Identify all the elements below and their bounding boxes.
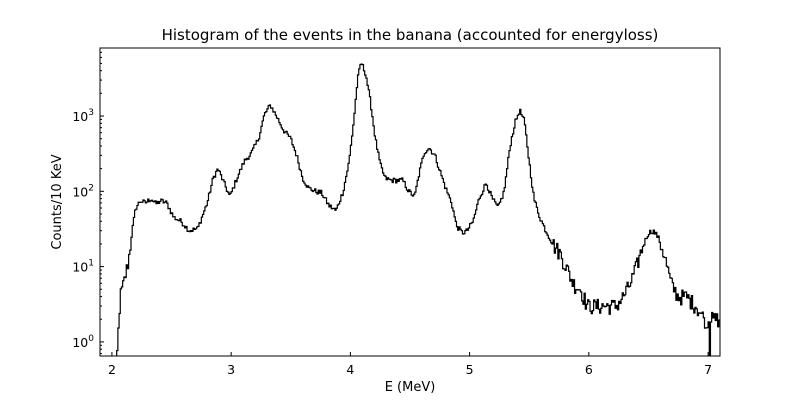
y-tick-label: 100	[72, 334, 94, 350]
y-axis-label: Counts/10 KeV	[50, 154, 65, 249]
x-axis-ticks: 2 3 4 5 6 7	[108, 352, 712, 377]
y-tick-label: 103	[72, 108, 94, 124]
y-tick-label: 102	[72, 183, 94, 199]
chart-title: Histogram of the events in the banana (a…	[162, 26, 659, 44]
y-axis-ticks: 100 101 102 103	[72, 47, 104, 355]
x-axis-label: E (MeV)	[385, 380, 436, 395]
histogram-series	[116, 63, 720, 356]
x-tick-label: 4	[346, 362, 354, 377]
plot-frame	[99, 47, 721, 357]
x-tick-label: 3	[227, 362, 235, 377]
x-tick-label: 2	[108, 362, 116, 377]
y-tick-label: 101	[72, 259, 94, 275]
x-tick-label: 6	[585, 362, 593, 377]
x-tick-label: 5	[466, 362, 474, 377]
x-tick-label: 7	[704, 362, 712, 377]
